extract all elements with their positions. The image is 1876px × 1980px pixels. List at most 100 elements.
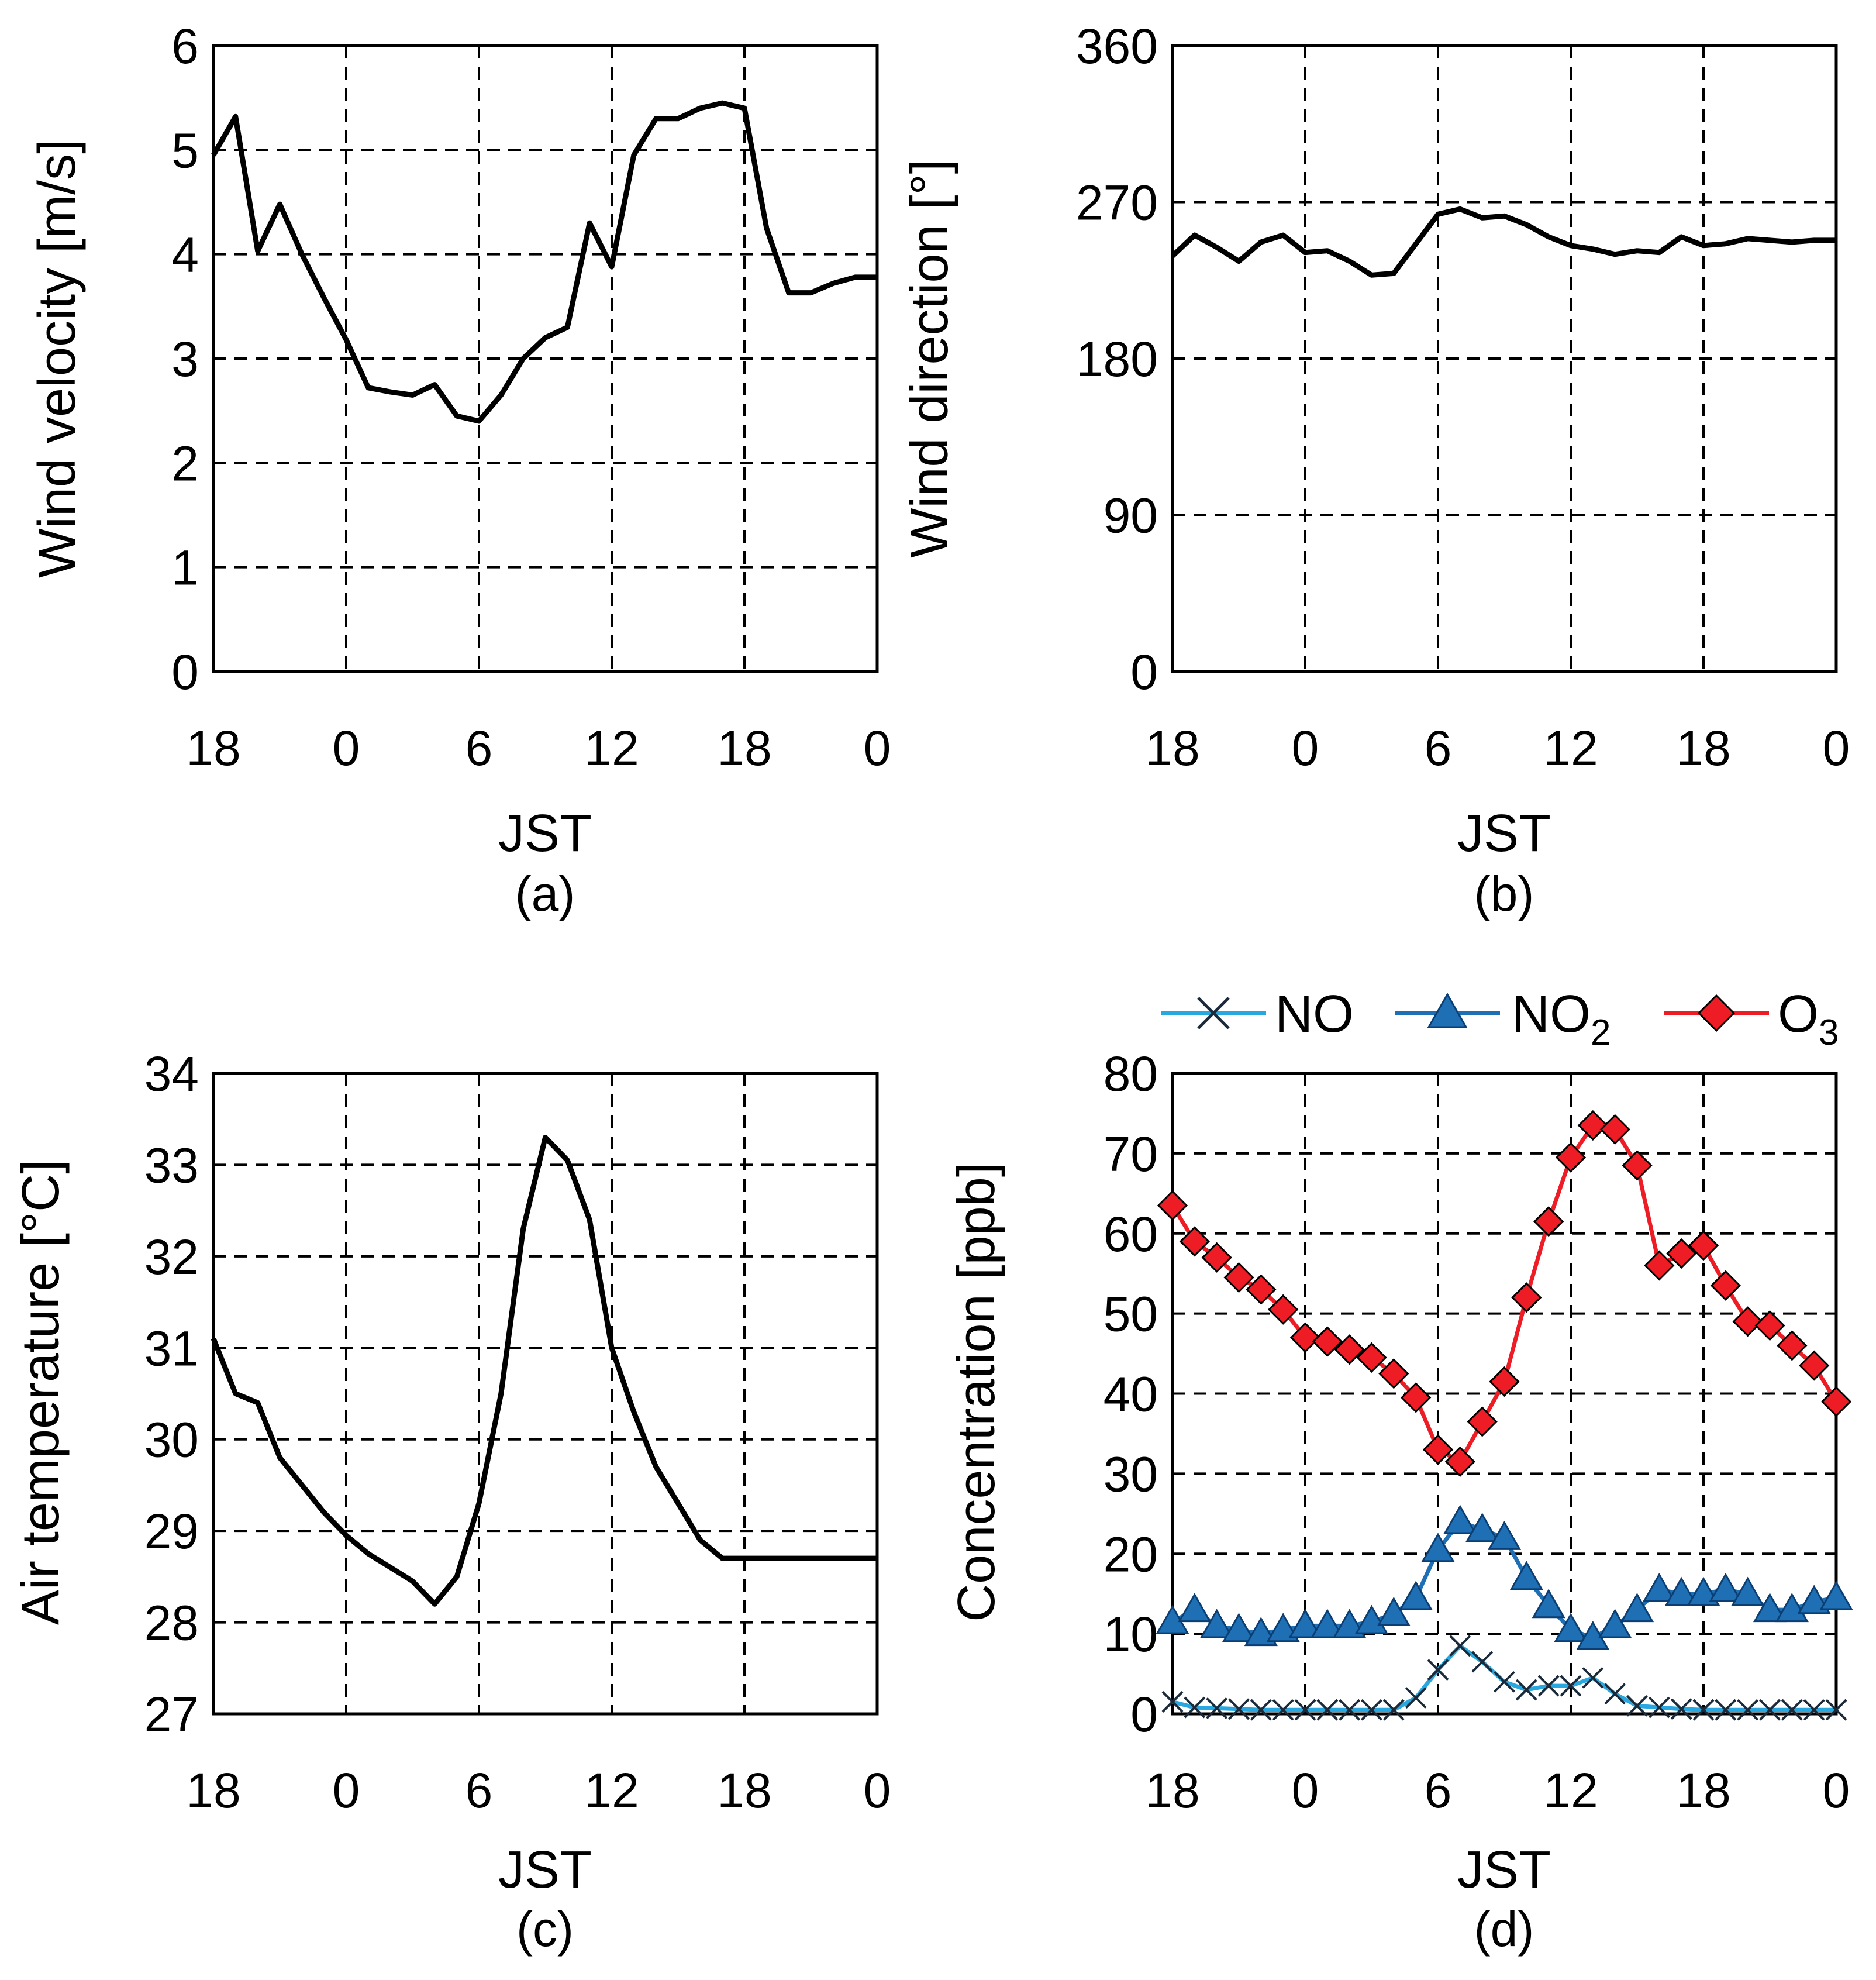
panel-d-no2-marker: [1532, 1589, 1565, 1619]
panel-c-y-ticks: 27 28 29 30 31 32 33 34: [144, 1046, 199, 1742]
panel-d-no2-marker: [1753, 1593, 1787, 1623]
legend-label-main: NO: [1275, 985, 1354, 1044]
legend-label-subscript: 2: [1591, 1013, 1611, 1053]
panel-d-y-axis-title: Concentration [ppb]: [947, 1162, 1006, 1622]
panel-b-y-tick-label: 90: [1103, 488, 1158, 543]
panel-c-plot-frame: [212, 1072, 879, 1716]
panel-c-y-tick-label: 27: [144, 1687, 199, 1742]
panel-d-no2-marker: [1509, 1561, 1543, 1590]
panel-c-x-tick-label: 0: [333, 1763, 360, 1818]
panel-d-caption: (d): [1474, 1902, 1534, 1957]
panel-c-y-tick-label: 34: [144, 1046, 199, 1101]
panel-d-o3-marker: [1422, 1434, 1454, 1465]
panel-b-y-tick-label: 270: [1076, 175, 1158, 230]
panel-d-x-tick-label: 0: [1292, 1763, 1319, 1818]
panel-d-no2-marker: [1709, 1572, 1743, 1602]
panel-d-no2-marker: [1731, 1576, 1765, 1606]
panel-d-no-marker: [1361, 1699, 1382, 1721]
panel-d-legend: NO NO2 O3: [1161, 985, 1839, 1053]
legend-label-1: NO: [1275, 985, 1354, 1044]
panel-d-o3-marker: [1644, 1250, 1675, 1281]
panel-d-o3-marker: [1378, 1358, 1409, 1389]
panel-d-no-marker: [1339, 1699, 1361, 1721]
panel-d-o3-marker: [1688, 1230, 1719, 1261]
panel-d-no-marker: [1670, 1698, 1692, 1720]
panel-d-no2-marker: [1443, 1504, 1477, 1534]
panel-d-no-marker: [1648, 1696, 1670, 1719]
panel-d-no2-marker: [1819, 1580, 1853, 1610]
panel-a-caption: (a): [515, 866, 575, 921]
panel-b-y-tick-label: 360: [1076, 19, 1158, 74]
panel-c-y-axis-title: Air temperature [°C]: [12, 1159, 70, 1625]
panel-b-y-tick-label: 180: [1076, 332, 1158, 387]
panel-d-o3-marker: [1201, 1242, 1232, 1273]
panel-b-y-tick-label: 0: [1130, 645, 1158, 700]
panel-d-o3-marker: [1622, 1150, 1653, 1181]
panel-a-y-ticks: 0 1 2 3 4 5 6: [171, 19, 199, 700]
panel-d-o3-marker: [1444, 1446, 1475, 1477]
panel-d-x-tick-label: 0: [1823, 1763, 1850, 1818]
panel-d-no-marker: [1803, 1699, 1825, 1721]
panel-b-x-tick-label: 12: [1543, 721, 1598, 776]
panel-d-o3-marker: [1666, 1238, 1697, 1269]
panel-d-o3-marker: [1799, 1350, 1830, 1381]
panel-a-y-tick-label: 5: [171, 123, 199, 178]
panel-d-x-tick-label: 18: [1145, 1763, 1199, 1818]
panel-c-y-tick-label: 29: [144, 1504, 199, 1559]
panel-d-o3-marker: [1467, 1406, 1498, 1437]
panel-d-no2-marker: [1620, 1593, 1654, 1623]
panel-d-y-tick-label: 30: [1103, 1447, 1158, 1502]
panel-a-x-tick-label: 0: [864, 721, 891, 776]
panel-d-no-marker: [1626, 1695, 1648, 1717]
panel-d-no-marker: [1515, 1679, 1537, 1701]
panel-b-x-tick-label: 0: [1292, 721, 1319, 776]
panel-d-no2-marker: [1487, 1520, 1522, 1550]
panel-d-o3-marker: [1223, 1262, 1254, 1293]
panel-d-no-marker: [1228, 1698, 1250, 1720]
panel-d-y-ticks: 0 10 20 30 40 50 60 70 80: [1103, 1046, 1158, 1742]
panel-a-series-line-wind-velocity: [211, 100, 877, 424]
panel-d-no-marker: [1582, 1666, 1604, 1689]
legend-label-3: O3: [1778, 985, 1839, 1053]
panel-d-y-tick-label: 20: [1103, 1527, 1158, 1582]
panel-d-o3-marker: [1599, 1114, 1630, 1145]
panel-d-y-tick-label: 50: [1103, 1287, 1158, 1342]
panel-d-o3-marker: [1777, 1330, 1808, 1361]
panel-d-no-marker: [1715, 1699, 1737, 1721]
panel-d-o3-marker: [1312, 1326, 1343, 1357]
panel-c-air-temperature: 27 28 29 30 31 32 33 34 18 0 6 12 18 0 Air temperatu…: [12, 1046, 891, 1957]
panel-d-no-marker: [1692, 1699, 1715, 1721]
panel-d-y-tick-label: 10: [1103, 1607, 1158, 1662]
panel-a-y-tick-label: 1: [171, 540, 199, 595]
panel-b-y-ticks: 0 90 180 270 360: [1076, 19, 1158, 700]
panel-d-o3-marker: [1732, 1306, 1763, 1337]
panel-b-grid: [1172, 46, 1836, 672]
panel-c-x-tick-label: 12: [584, 1763, 639, 1818]
panel-d-o3-marker: [1577, 1110, 1608, 1141]
panel-a-x-tick-label: 0: [333, 721, 360, 776]
panel-d-no2-marker: [1288, 1609, 1322, 1638]
panel-b-x-ticks: 18 0 6 12 18 0: [1145, 721, 1850, 776]
panel-d-o3-marker: [1820, 1386, 1852, 1417]
panel-b-caption: (b): [1474, 866, 1534, 921]
panel-d-no-marker: [1449, 1635, 1471, 1657]
panel-d-no2-marker: [1222, 1613, 1256, 1642]
panel-d-o3-marker: [1246, 1274, 1277, 1305]
panel-a-y-tick-label: 0: [171, 645, 199, 700]
panel-d-no-marker: [1737, 1699, 1759, 1721]
panel-d-y-tick-label: 0: [1130, 1687, 1158, 1742]
panel-d-no2-marker: [1775, 1593, 1809, 1623]
panel-d-o3-marker: [1401, 1382, 1432, 1413]
panel-d-no-marker: [1560, 1675, 1582, 1697]
panel-b-series: [1170, 206, 1836, 278]
panel-d-no-marker: [1781, 1699, 1803, 1721]
panel-b-series-line-wind-direction: [1170, 206, 1836, 278]
panel-d-o3-marker: [1754, 1310, 1785, 1341]
panel-c-x-tick-label: 18: [717, 1763, 771, 1818]
panel-d-o3-marker: [1334, 1334, 1365, 1365]
panel-d-o3-marker: [1179, 1226, 1210, 1257]
panel-d-no2-marker: [1642, 1572, 1676, 1602]
panel-b-x-axis-title: JST: [1457, 804, 1551, 863]
